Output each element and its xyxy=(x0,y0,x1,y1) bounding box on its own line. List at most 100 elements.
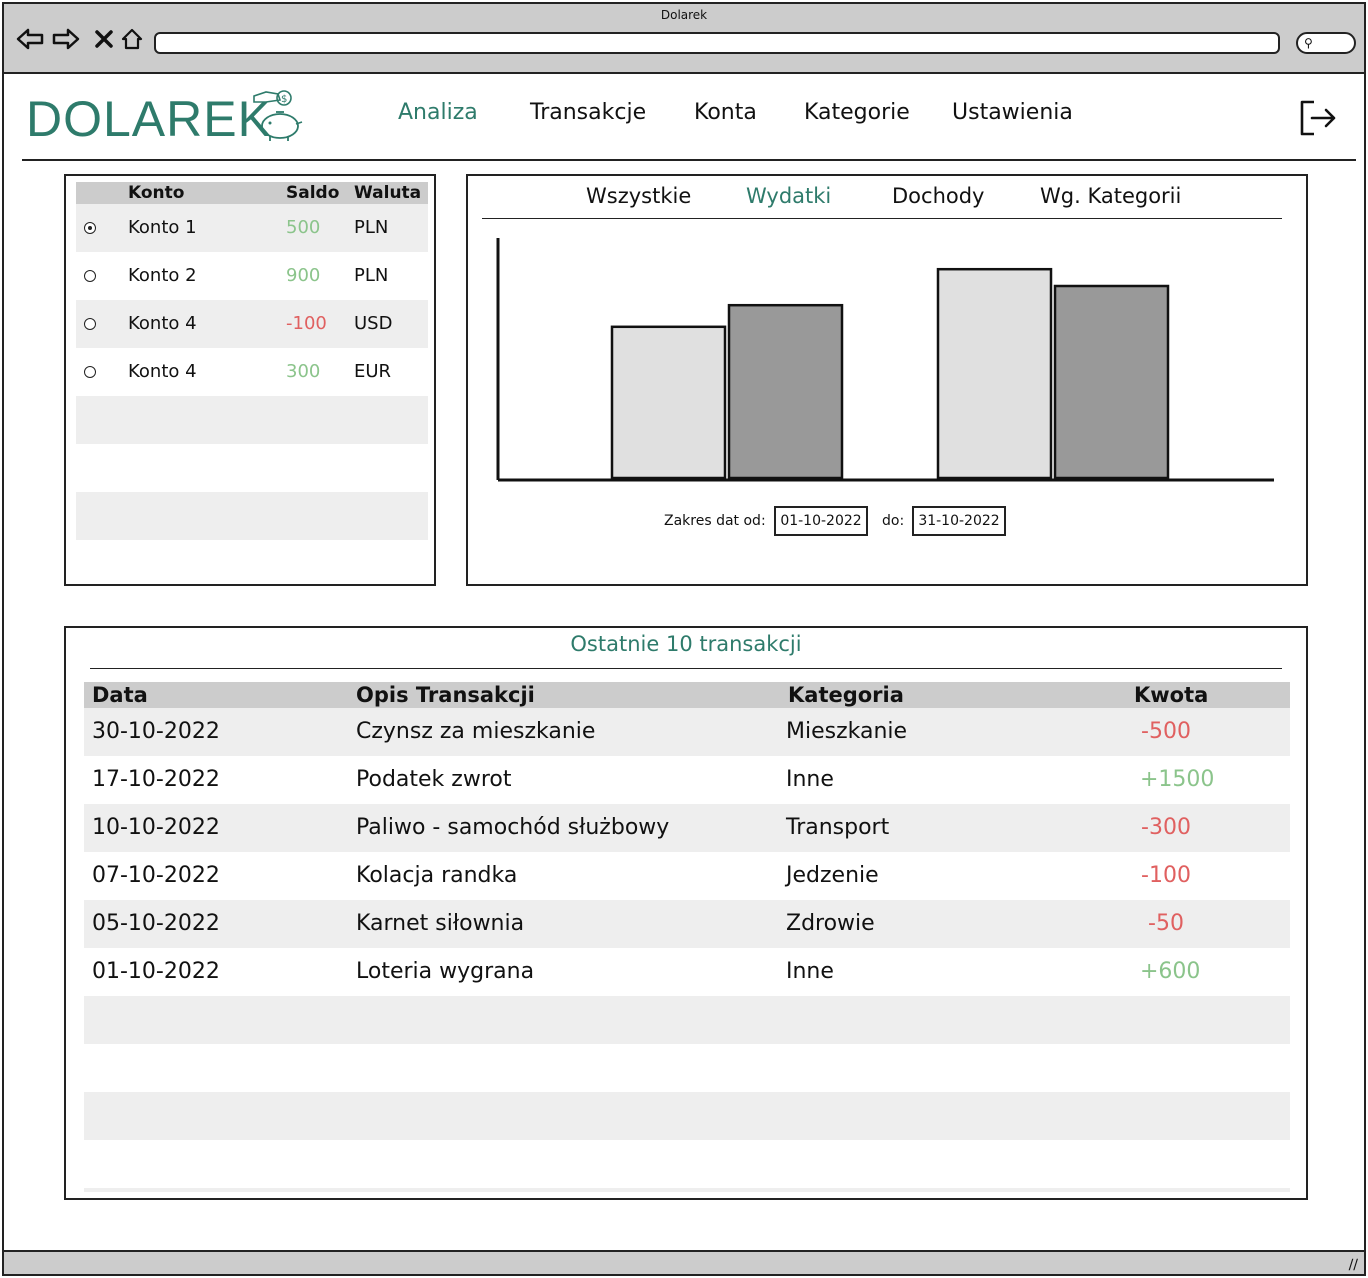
tab-wszystkie[interactable]: Wszystkie xyxy=(586,184,692,208)
account-radio[interactable] xyxy=(84,318,96,330)
transaction-description: Paliwo - samochód służbowy xyxy=(356,815,670,840)
account-row[interactable]: Konto 4 -100 USD xyxy=(76,300,428,348)
transaction-row[interactable]: 01-10-2022 Loteria wygrana Inne +600 xyxy=(84,948,1290,996)
accounts-header: Konto Saldo Waluta xyxy=(76,182,428,204)
search-icon: ⚲ xyxy=(1304,36,1313,50)
tab-dochody[interactable]: Dochody xyxy=(892,184,985,208)
transaction-amount: -500 xyxy=(1141,719,1191,744)
transaction-amount: +1500 xyxy=(1140,767,1215,792)
transaction-date: 05-10-2022 xyxy=(92,911,220,936)
chart-bar xyxy=(1053,284,1170,480)
col-kwota: Kwota xyxy=(1134,683,1209,707)
transaction-row xyxy=(84,1092,1290,1140)
transaction-description: Czynsz za mieszkanie xyxy=(356,719,596,744)
transactions-header: Data Opis Transakcji Kategoria Kwota xyxy=(84,682,1290,708)
account-saldo: -100 xyxy=(286,313,327,334)
transaction-amount: -50 xyxy=(1148,911,1184,936)
account-radio[interactable] xyxy=(84,366,96,378)
tabs-divider xyxy=(482,218,1282,219)
transaction-row xyxy=(84,1140,1290,1188)
date-to-field[interactable]: 31-10-2022 xyxy=(912,506,1006,536)
account-row xyxy=(76,396,428,444)
account-row[interactable]: Konto 4 300 EUR xyxy=(76,348,428,396)
account-currency: PLN xyxy=(354,265,389,286)
nav-transakcje[interactable]: Transakcje xyxy=(530,100,647,125)
col-data: Data xyxy=(92,683,148,707)
back-icon[interactable] xyxy=(16,24,44,54)
account-row xyxy=(76,492,428,540)
transactions-divider xyxy=(90,668,1282,669)
transaction-category: Transport xyxy=(786,815,890,840)
transaction-date: 10-10-2022 xyxy=(92,815,220,840)
tab-wg-kategorii[interactable]: Wg. Kategorii xyxy=(1040,184,1182,208)
account-name: Konto 4 xyxy=(128,361,197,382)
account-saldo: 500 xyxy=(286,217,321,238)
transaction-amount: +600 xyxy=(1140,959,1201,984)
accounts-panel: Konto Saldo Waluta Konto 1 500 PLN Konto 2 9… xyxy=(64,174,436,586)
account-radio[interactable] xyxy=(84,222,96,234)
home-icon[interactable] xyxy=(118,24,146,54)
col-opis: Opis Transakcji xyxy=(356,683,535,707)
stop-icon[interactable] xyxy=(90,24,118,54)
nav-ustawienia[interactable]: Ustawienia xyxy=(952,100,1073,125)
nav-analiza[interactable]: Analiza xyxy=(398,100,478,125)
transaction-description: Karnet siłownia xyxy=(356,911,525,936)
transaction-category: Mieszkanie xyxy=(786,719,908,744)
transaction-description: Podatek zwrot xyxy=(356,767,512,792)
chart-bar xyxy=(610,325,727,480)
nav-konta[interactable]: Konta xyxy=(694,100,757,125)
transaction-description: Loteria wygrana xyxy=(356,959,535,984)
transaction-row[interactable]: 30-10-2022 Czynsz za mieszkanie Mieszkanie… xyxy=(84,708,1290,756)
date-to-label: do: xyxy=(882,513,905,529)
transaction-row[interactable]: 07-10-2022 Kolacja randka Jedzenie -100 xyxy=(84,852,1290,900)
transaction-category: Zdrowie xyxy=(786,911,875,936)
address-bar[interactable] xyxy=(154,32,1280,54)
nav-kategorie[interactable]: Kategorie xyxy=(804,100,910,125)
date-range-label: Zakres dat od: xyxy=(664,513,766,529)
account-radio[interactable] xyxy=(84,270,96,282)
resize-grip-icon[interactable]: ∕∕ xyxy=(1348,1257,1358,1273)
chart-bar xyxy=(727,303,844,480)
col-konto: Konto xyxy=(128,183,185,203)
transactions-title: Ostatnie 10 transakcji xyxy=(570,632,802,656)
account-currency: PLN xyxy=(354,217,389,238)
transactions-panel: Ostatnie 10 transakcji Data Opis Transak… xyxy=(64,626,1308,1200)
account-saldo: 300 xyxy=(286,361,321,382)
col-saldo: Saldo xyxy=(286,183,340,203)
transaction-date: 30-10-2022 xyxy=(92,719,220,744)
transaction-category: Inne xyxy=(786,959,834,984)
bar-chart xyxy=(496,238,1274,482)
account-name: Konto 2 xyxy=(128,265,197,286)
account-row[interactable]: Konto 1 500 PLN xyxy=(76,204,428,252)
transaction-row[interactable]: 17-10-2022 Podatek zwrot Inne +1500 xyxy=(84,756,1290,804)
status-bar: ∕∕ xyxy=(4,1250,1364,1274)
account-row[interactable]: Konto 2 900 PLN xyxy=(76,252,428,300)
account-saldo: 900 xyxy=(286,265,321,286)
date-from-field[interactable]: 01-10-2022 xyxy=(774,506,868,536)
account-name: Konto 1 xyxy=(128,217,197,238)
transaction-row xyxy=(84,1044,1290,1092)
transaction-amount: -100 xyxy=(1141,863,1191,888)
forward-icon[interactable] xyxy=(52,24,80,54)
col-kategoria: Kategoria xyxy=(788,683,904,707)
transaction-row[interactable]: 05-10-2022 Karnet siłownia Zdrowie -50 xyxy=(84,900,1290,948)
logout-icon[interactable] xyxy=(1298,98,1338,138)
col-waluta: Waluta xyxy=(354,183,422,203)
browser-toolbar: Dolarek ⚲ xyxy=(4,4,1364,74)
account-currency: EUR xyxy=(354,361,392,382)
transaction-date: 07-10-2022 xyxy=(92,863,220,888)
transaction-date: 17-10-2022 xyxy=(92,767,220,792)
tab-wydatki[interactable]: Wydatki xyxy=(746,184,832,208)
transactions-table: Data Opis Transakcji Kategoria Kwota 30-… xyxy=(84,682,1290,1188)
account-currency: USD xyxy=(354,313,393,334)
transaction-row[interactable]: 10-10-2022 Paliwo - samochód służbowy Tran… xyxy=(84,804,1290,852)
transaction-category: Jedzenie xyxy=(786,863,879,888)
transaction-amount: -300 xyxy=(1141,815,1191,840)
analysis-panel: Wszystkie Wydatki Dochody Wg. Kategorii … xyxy=(466,174,1308,586)
svg-text:$: $ xyxy=(281,94,287,105)
transaction-date: 01-10-2022 xyxy=(92,959,220,984)
transaction-description: Kolacja randka xyxy=(356,863,518,888)
account-row xyxy=(76,444,428,492)
browser-search[interactable]: ⚲ xyxy=(1296,32,1356,54)
